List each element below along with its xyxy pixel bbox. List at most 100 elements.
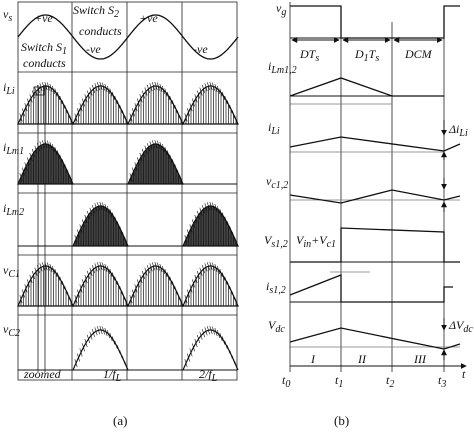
iLm1-ripple xyxy=(44,139,48,149)
vC1-ripple xyxy=(49,263,53,273)
vC2-ripple xyxy=(229,350,233,359)
iLm1-ripple xyxy=(64,164,68,173)
vC2-ripple xyxy=(207,326,210,335)
iLm1-ripple xyxy=(129,173,133,182)
vs12-trace xyxy=(290,227,460,263)
vC1-ripple xyxy=(124,297,128,306)
vC2-ripple xyxy=(117,345,120,354)
iLm2-ripple xyxy=(197,210,200,220)
iLi-ripple xyxy=(217,85,220,94)
vC1-ripple xyxy=(164,268,168,278)
vC1-ripple xyxy=(204,263,208,272)
iLm1-ripple xyxy=(172,159,175,168)
iLm1-ripple xyxy=(47,140,50,149)
vC1-ripple xyxy=(97,262,100,271)
label-zoomed: zoomed xyxy=(23,367,62,381)
iLm1-ripple xyxy=(69,175,73,184)
label-t3: t3 xyxy=(438,373,446,390)
iLm1-ripple xyxy=(157,140,160,149)
iLi-b-waveform xyxy=(289,120,461,160)
vs-sine xyxy=(17,14,239,60)
iLi-ripple xyxy=(234,115,238,124)
vC2-ripple xyxy=(82,343,85,352)
vC1-ripple xyxy=(199,267,203,276)
iLm2-ripple xyxy=(189,224,193,233)
iLi-ripple xyxy=(94,83,98,92)
vC1-ripple xyxy=(122,291,125,300)
iLm2-ripple xyxy=(79,224,83,233)
vC1-ripple xyxy=(134,284,138,293)
iLi-ripple xyxy=(169,95,173,104)
label-d1ts: D1Ts xyxy=(354,47,379,64)
vC1-ripple xyxy=(67,291,70,300)
vC1-ripple xyxy=(62,281,65,290)
label-minus-ve-1: -ve xyxy=(86,42,101,56)
caption-b: (b) xyxy=(334,413,349,428)
iLm1-ripple xyxy=(29,152,33,162)
iLi-ripple xyxy=(97,82,100,91)
vg-trace xyxy=(290,5,460,39)
iLi-ripple xyxy=(112,91,115,101)
iLi-ripple xyxy=(209,81,213,91)
label-interval-I: I xyxy=(310,352,316,366)
vC1-ripple xyxy=(132,289,135,298)
vC1-ripple xyxy=(159,263,163,273)
iLm1-ripple xyxy=(62,159,65,168)
iLm1-ripple xyxy=(179,175,183,184)
vC1-ripple xyxy=(89,267,93,276)
vC2-ripple xyxy=(214,327,218,337)
vC1-ripple xyxy=(34,267,38,276)
label-iLm1: iLm1 xyxy=(3,140,24,157)
vC1-ripple xyxy=(29,274,33,284)
label-Vdc: Vdc xyxy=(268,318,285,335)
vC1-ripple xyxy=(114,276,118,285)
vC2-ripple xyxy=(199,331,203,340)
vC2-ripple xyxy=(217,330,220,339)
iLm1-waveform xyxy=(17,139,237,185)
iLm2-ripple xyxy=(112,212,115,221)
vC2-ripple xyxy=(219,332,223,342)
label-t0: t0 xyxy=(282,373,290,390)
label-Vs12: Vs1,2 xyxy=(264,233,288,250)
vC1-ripple xyxy=(184,295,188,304)
iLm1-ripple xyxy=(139,152,143,162)
iLm2-ripple xyxy=(192,219,195,228)
vC1-ripple xyxy=(52,266,55,275)
vC2-ripple xyxy=(227,345,230,354)
iLi-ripple xyxy=(222,91,225,101)
iLi-ripple xyxy=(212,82,215,91)
iLi-ripple xyxy=(124,115,128,124)
iLi-ripple xyxy=(194,94,198,103)
iLi-ripple xyxy=(84,94,88,103)
iLm2-ripple xyxy=(82,219,85,228)
vC1-ripple xyxy=(177,291,180,300)
label-plus-ve-1: +ve xyxy=(34,11,53,25)
label-interval-II: II xyxy=(357,352,367,366)
iLm1-ripple xyxy=(174,164,178,173)
iLm2-ripple xyxy=(104,203,108,213)
iLm2-ripple xyxy=(107,206,110,215)
iLi-ripple xyxy=(49,83,53,92)
iLi-ripple xyxy=(192,98,195,107)
iLm1-ripple xyxy=(59,154,63,163)
vC1-ripple xyxy=(149,263,153,272)
iLm1-ripple xyxy=(167,150,170,159)
vC2-ripple xyxy=(234,361,238,370)
vs-waveform xyxy=(17,14,239,60)
iLm2-ripple xyxy=(229,226,233,235)
iLi-ripple xyxy=(54,88,58,97)
iLi-ripple xyxy=(107,85,110,94)
label-iLi: iLi xyxy=(3,80,15,97)
iLm2-ripple xyxy=(207,202,210,211)
vC2-ripple xyxy=(92,329,95,338)
vC1-ripple xyxy=(84,274,88,284)
iLm1-ripple xyxy=(162,144,165,153)
iLm2-ripple xyxy=(209,201,213,211)
vC1-ripple xyxy=(64,286,68,295)
label-iLm12: iLm1,2 xyxy=(268,59,297,76)
iLi-ripple xyxy=(149,83,153,92)
iLm1-ripple xyxy=(169,154,173,163)
iLi-ripple xyxy=(44,81,48,91)
iLm2-ripple xyxy=(124,237,128,246)
vC2-ripple xyxy=(194,338,198,348)
